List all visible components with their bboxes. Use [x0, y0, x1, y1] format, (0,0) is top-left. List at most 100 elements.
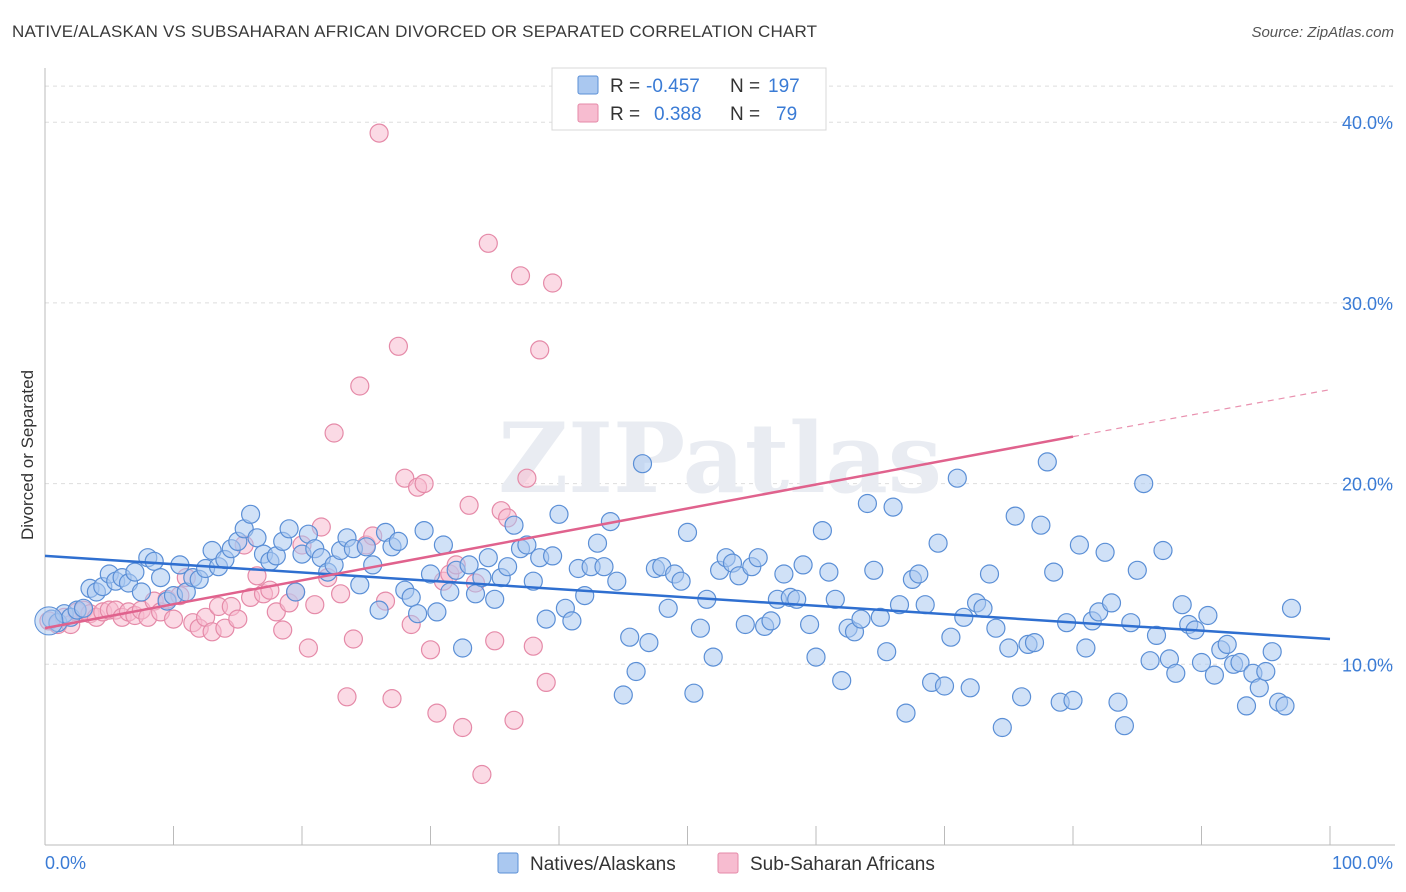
- natives-point: [864, 560, 884, 580]
- natives-point: [812, 520, 833, 541]
- sub-saharan-point: [453, 717, 473, 738]
- natives-point: [1249, 678, 1269, 698]
- natives-point: [870, 607, 890, 627]
- natives-point: [947, 468, 967, 488]
- y-tick-label: 30.0%: [1342, 294, 1393, 314]
- natives-point: [279, 519, 299, 539]
- bottom-legend: Natives/Alaskans Sub-Saharan Africans: [497, 852, 935, 875]
- natives-point: [999, 638, 1019, 658]
- natives-point: [1236, 696, 1257, 716]
- natives-point: [542, 546, 563, 566]
- sub-saharan-trend-line: [44, 435, 1074, 630]
- chart-source: Source: ZipAtlas.com: [1251, 24, 1394, 41]
- natives-point: [536, 609, 556, 629]
- natives-point: [1024, 632, 1045, 653]
- sub-saharan-point: [504, 710, 524, 730]
- natives-point: [498, 557, 518, 577]
- natives-point: [1108, 692, 1128, 712]
- natives-point: [459, 555, 479, 575]
- natives-point: [1063, 690, 1083, 711]
- natives-point: [806, 647, 826, 667]
- natives-point: [587, 533, 608, 553]
- watermark: ZIPatlas: [498, 402, 942, 515]
- sub-saharan-point: [228, 609, 248, 629]
- natives-point: [1037, 452, 1057, 472]
- natives-point: [1140, 651, 1160, 671]
- natives-point: [979, 564, 1000, 584]
- natives-point: [1275, 696, 1295, 716]
- bottom-legend-natives: Natives/Alaskans: [530, 854, 676, 875]
- legend-r-value-1: -0.457: [646, 76, 700, 97]
- natives-point: [735, 614, 755, 635]
- natives-point: [472, 567, 492, 588]
- natives-point: [388, 531, 408, 552]
- sub-saharan-point: [485, 631, 505, 651]
- legend-swatch-pink: [577, 103, 599, 123]
- y-axis-label: Divorced or Separated: [18, 370, 37, 540]
- legend-n-label-2: N =: [730, 104, 760, 125]
- natives-point: [690, 618, 711, 638]
- natives-point: [1153, 540, 1173, 561]
- natives-point: [562, 611, 582, 631]
- legend-r-label-1: R =: [610, 76, 640, 97]
- natives-point: [909, 564, 929, 584]
- natives-point: [1134, 474, 1154, 494]
- bottom-legend-subsaharan: Sub-Saharan Africans: [750, 854, 935, 875]
- natives-point: [877, 642, 897, 662]
- natives-point: [684, 683, 704, 703]
- natives-point: [420, 564, 441, 584]
- sub-saharan-point: [510, 266, 531, 286]
- natives-point: [1044, 562, 1064, 582]
- natives-point: [440, 582, 460, 602]
- natives-point: [414, 520, 434, 541]
- natives-point: [632, 454, 653, 474]
- natives-point: [671, 571, 691, 591]
- natives-point: [1114, 716, 1135, 736]
- bottom-legend-swatch-pink: [717, 852, 739, 874]
- natives-trend-line: [44, 554, 1331, 641]
- chart-title: NATIVE/ALASKAN VS SUBSAHARAN AFRICAN DIV…: [12, 22, 818, 41]
- natives-point: [626, 661, 646, 682]
- natives-point: [928, 533, 948, 553]
- natives-point: [973, 598, 993, 618]
- sub-saharan-point: [369, 123, 389, 143]
- natives-point: [286, 582, 306, 602]
- natives-point: [896, 703, 916, 723]
- sub-saharan-point: [273, 620, 293, 640]
- natives-point: [401, 587, 421, 608]
- natives-point: [703, 647, 723, 667]
- natives-point: [620, 627, 640, 647]
- natives-point: [1217, 634, 1237, 655]
- natives-point: [1069, 535, 1090, 555]
- natives-point: [453, 638, 473, 658]
- natives-point: [832, 670, 852, 691]
- natives-point: [658, 598, 678, 618]
- sub-saharan-point: [163, 609, 184, 629]
- sub-saharan-point: [536, 672, 556, 693]
- natives-point: [857, 493, 878, 514]
- natives-point: [1191, 652, 1212, 673]
- sub-saharan-point: [388, 336, 408, 356]
- sub-saharan-point: [427, 703, 447, 723]
- natives-point: [504, 515, 524, 535]
- natives-point: [1172, 595, 1192, 615]
- natives-point: [954, 607, 974, 627]
- natives-point: [1262, 642, 1282, 662]
- y-tick-label: 40.0%: [1342, 113, 1393, 133]
- natives-point: [1198, 605, 1218, 626]
- natives-point: [883, 497, 903, 517]
- axis-layer: 10.0% 20.0% 30.0% 40.0% 0.0% 100.0%: [44, 68, 1395, 873]
- natives-point: [889, 595, 910, 615]
- sub-saharan-point: [530, 340, 550, 360]
- natives-point: [247, 528, 267, 548]
- sub-saharan-point: [478, 233, 498, 253]
- legend-n-value-2: 79: [776, 104, 797, 125]
- sub-saharan-point: [331, 584, 351, 604]
- natives-point: [1101, 593, 1122, 613]
- natives-points: [34, 452, 1302, 738]
- natives-point: [825, 589, 845, 609]
- sub-saharan-points: [39, 123, 563, 785]
- natives-point: [934, 676, 955, 696]
- sub-saharan-point: [247, 566, 267, 586]
- trend-lines: [44, 389, 1331, 641]
